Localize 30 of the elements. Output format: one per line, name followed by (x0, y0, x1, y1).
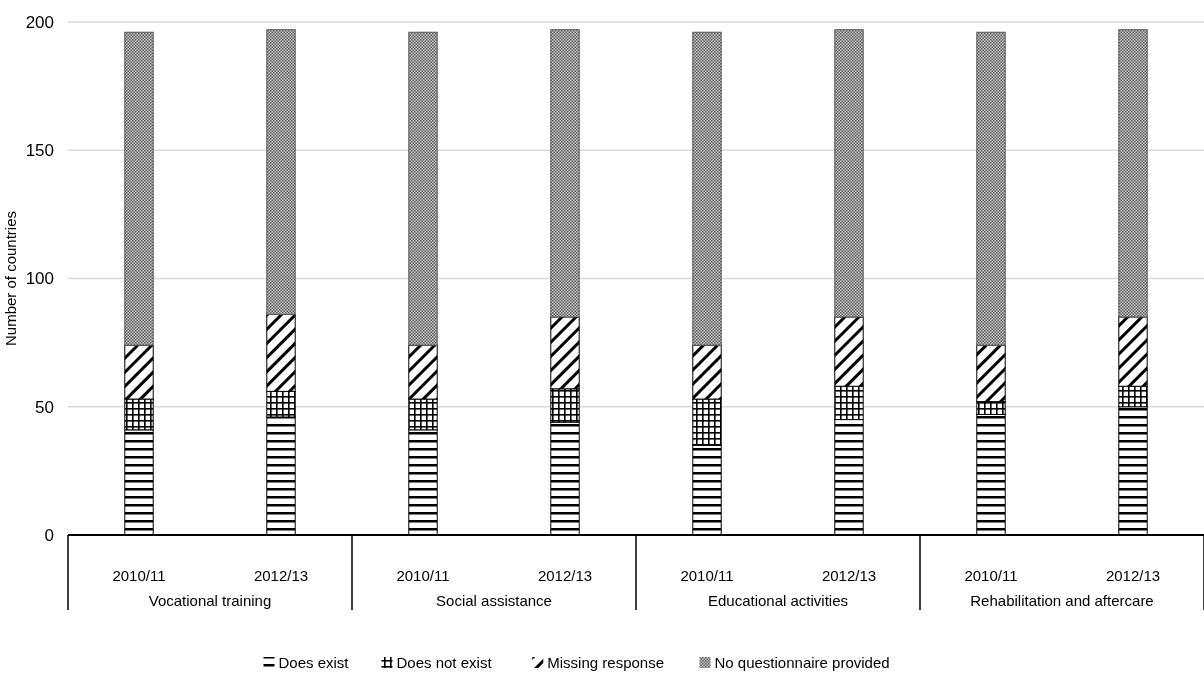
x-tick-label: 2012/13 (1105, 567, 1161, 584)
legend-label: Does not exist (396, 654, 493, 671)
bar (834, 29, 864, 318)
text: Social assistance (436, 592, 552, 609)
y-tick-label: 0 (44, 525, 54, 545)
bar (408, 31, 438, 346)
x-tick-label: 2012/13 (537, 567, 593, 584)
y-tick-label: 150 (25, 141, 54, 161)
y-tick-label: 100 (25, 269, 54, 289)
bar (266, 29, 296, 315)
bar (1118, 29, 1148, 318)
bar (976, 31, 1006, 346)
legend-label: Missing response (547, 654, 665, 671)
y-tick-label: 50 (35, 397, 54, 417)
text: Vocational training (148, 592, 272, 609)
bar (550, 29, 580, 318)
bar (124, 31, 154, 346)
y-tick-label: 200 (25, 12, 54, 32)
y-axis-title: Number of countries (2, 210, 20, 347)
x-tick-label: 2010/11 (112, 567, 166, 584)
x-tick-label: 2010/11 (680, 567, 734, 584)
text: Educational activities (707, 592, 849, 609)
legend-label: No questionnaire provided (714, 654, 890, 671)
x-tick-label: 2012/13 (821, 567, 877, 584)
x-tick-label: 2012/13 (253, 567, 309, 584)
legend-label: Does exist (278, 654, 350, 671)
text: Rehabilitation and aftercare (970, 592, 1154, 609)
x-tick-label: 2010/11 (964, 567, 1018, 584)
x-tick-label: 2010/11 (396, 567, 450, 584)
bar (692, 31, 722, 346)
